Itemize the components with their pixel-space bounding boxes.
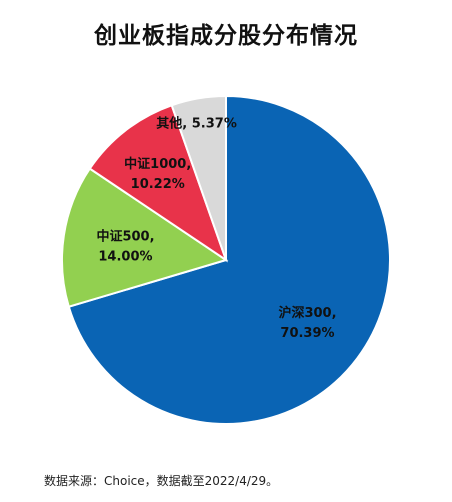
pie-slice bbox=[88, 103, 228, 263]
slice-label-value: 70.39% bbox=[280, 326, 334, 341]
slice-label: 中证1000, 10.22% bbox=[124, 156, 191, 192]
pie-slice bbox=[61, 167, 229, 308]
chart-title: 创业板指成分股分布情况 bbox=[94, 23, 358, 49]
slice-label: 其他, 5.37% bbox=[156, 116, 237, 132]
pie-slice bbox=[170, 94, 227, 261]
data-source-note: 数据来源：Choice，数据截至2022/4/29。 bbox=[44, 474, 279, 488]
pie-slice bbox=[67, 94, 391, 425]
slice-label-name: 中证1000, bbox=[124, 156, 191, 172]
slice-label-name: 沪深300, bbox=[278, 305, 336, 321]
slice-label-name: 中证500, bbox=[96, 229, 154, 245]
slice-label: 沪深300, 70.39% bbox=[278, 305, 336, 341]
slice-label-text: 其他, 5.37% bbox=[156, 116, 237, 132]
slice-label: 中证500, 14.00% bbox=[96, 229, 154, 265]
slice-label-value: 10.22% bbox=[131, 177, 185, 192]
slice-label-value: 14.00% bbox=[98, 250, 152, 265]
